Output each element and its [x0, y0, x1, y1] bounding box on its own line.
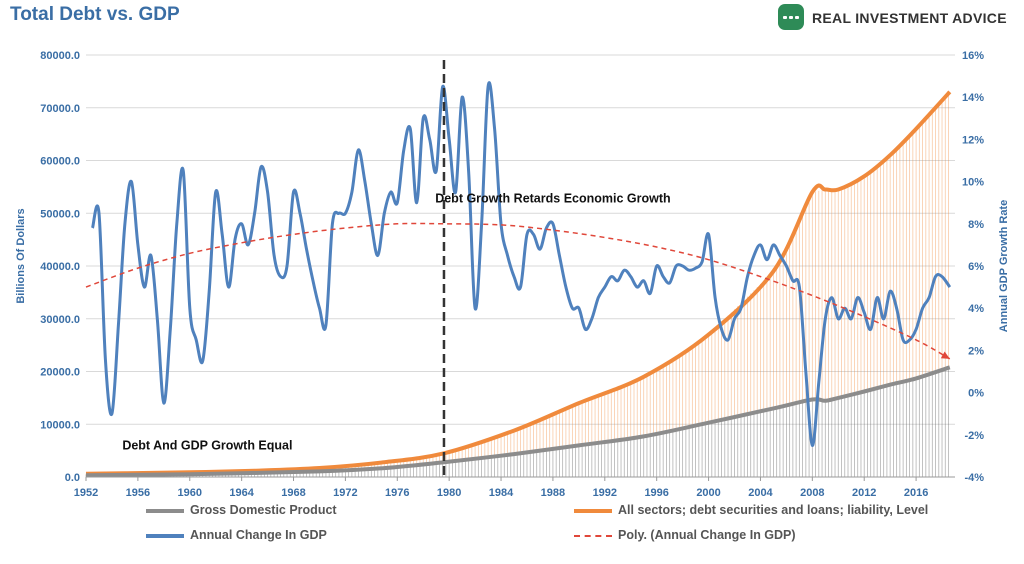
right-tick-label: 8% — [968, 219, 984, 231]
x-tick-label: 2004 — [748, 487, 773, 499]
right-tick-label: 12% — [962, 134, 984, 146]
legend-swatch-debt — [574, 508, 612, 513]
x-tick-label: 1976 — [385, 487, 409, 499]
x-tick-label: 1964 — [229, 487, 254, 499]
debt-series-line — [85, 90, 952, 476]
gdp-growth-series-line — [91, 81, 952, 447]
x-tick-label: 2016 — [904, 487, 928, 499]
x-tick-label: 2008 — [800, 487, 824, 499]
brand-name: REAL INVESTMENT ADVICE — [812, 10, 1007, 26]
debt-vertical-hatch — [85, 93, 949, 476]
right-tick-label: -4% — [964, 472, 984, 484]
x-tick-label: 1996 — [644, 487, 668, 499]
left-tick-label: 20000.0 — [40, 367, 80, 379]
left-tick-label: 80000.0 — [40, 50, 80, 62]
x-tick-label: 1968 — [281, 487, 305, 499]
legend-swatch-poly — [574, 534, 612, 537]
legend-item-gdp: Gross Domestic Product — [146, 503, 337, 517]
annotation-growth-equal: Debt And GDP Growth Equal — [122, 439, 292, 453]
left-tick-label: 70000.0 — [40, 103, 80, 115]
x-tick-label: 1984 — [489, 487, 514, 499]
right-tick-label: -2% — [964, 430, 984, 442]
legend-swatch-growth — [146, 533, 184, 538]
brand-logo: REAL INVESTMENT ADVICE — [776, 4, 1020, 32]
left-tick-label: 40000.0 — [40, 261, 80, 273]
right-tick-label: 4% — [968, 303, 984, 315]
left-tick-label: 50000.0 — [40, 208, 80, 220]
x-tick-label: 1960 — [178, 487, 202, 499]
legend-item-growth: Annual Change In GDP — [146, 528, 327, 542]
left-axis-label: Billions Of Dollars — [15, 208, 27, 303]
right-tick-label: 14% — [962, 92, 984, 104]
x-tick-label: 1972 — [333, 487, 357, 499]
legend-label-poly: Poly. (Annual Change In GDP) — [618, 528, 796, 542]
legend-item-debt: All sectors; debt securities and loans; … — [574, 503, 928, 517]
x-tick-label: 1980 — [437, 487, 461, 499]
gdp-vertical-hatch — [85, 367, 949, 477]
right-tick-label: 2% — [968, 345, 984, 357]
legend-label-growth: Annual Change In GDP — [190, 528, 327, 542]
right-tick-label: 0% — [968, 388, 984, 400]
left-tick-label: 10000.0 — [40, 419, 80, 431]
left-axis: 0.0 10000.0 20000.0 30000.0 40000.0 50000.0 60… — [40, 50, 80, 484]
left-tick-label: 0.0 — [65, 472, 80, 484]
debt-gdp-chart: 0.0 10000.0 20000.0 30000.0 40000.0 50000.0 60… — [15, 50, 1010, 499]
x-tick-label: 1952 — [74, 487, 98, 499]
legend-swatch-gdp — [146, 508, 184, 513]
annotation-debt-retards: Debt Growth Retards Economic Growth — [435, 192, 670, 206]
growth-trend-line — [85, 222, 951, 360]
right-tick-label: 10% — [962, 177, 984, 189]
gridlines — [86, 54, 955, 478]
legend-label-debt: All sectors; debt securities and loans; … — [618, 503, 929, 517]
x-tick-label: 2012 — [852, 487, 876, 499]
x-axis: 1952 1956 1960 1964 1968 1972 1976 1980 1984 1988… — [74, 476, 955, 499]
x-tick-label: 1988 — [541, 487, 565, 499]
x-tick-label: 2000 — [696, 487, 720, 499]
left-tick-label: 60000.0 — [40, 156, 80, 168]
trend-arrow-head — [940, 351, 950, 359]
right-tick-label: 6% — [968, 261, 984, 273]
x-tick-label: 1956 — [126, 487, 150, 499]
brand-mark-icon — [778, 4, 804, 30]
legend-item-poly: Poly. (Annual Change In GDP) — [574, 528, 796, 542]
chart-title: Total Debt vs. GDP — [10, 4, 180, 25]
right-tick-label: 16% — [962, 50, 984, 62]
x-tick-label: 1992 — [593, 487, 617, 499]
right-axis: -4% -2% 0% 2% 4% 6% 8% 10% 12% 14% 16% — [962, 50, 984, 484]
gdp-series-line — [85, 365, 951, 478]
legend-label-gdp: Gross Domestic Product — [190, 503, 337, 517]
left-tick-label: 30000.0 — [40, 314, 80, 326]
right-axis-label: Annual GDP Growth Rate — [998, 200, 1010, 332]
